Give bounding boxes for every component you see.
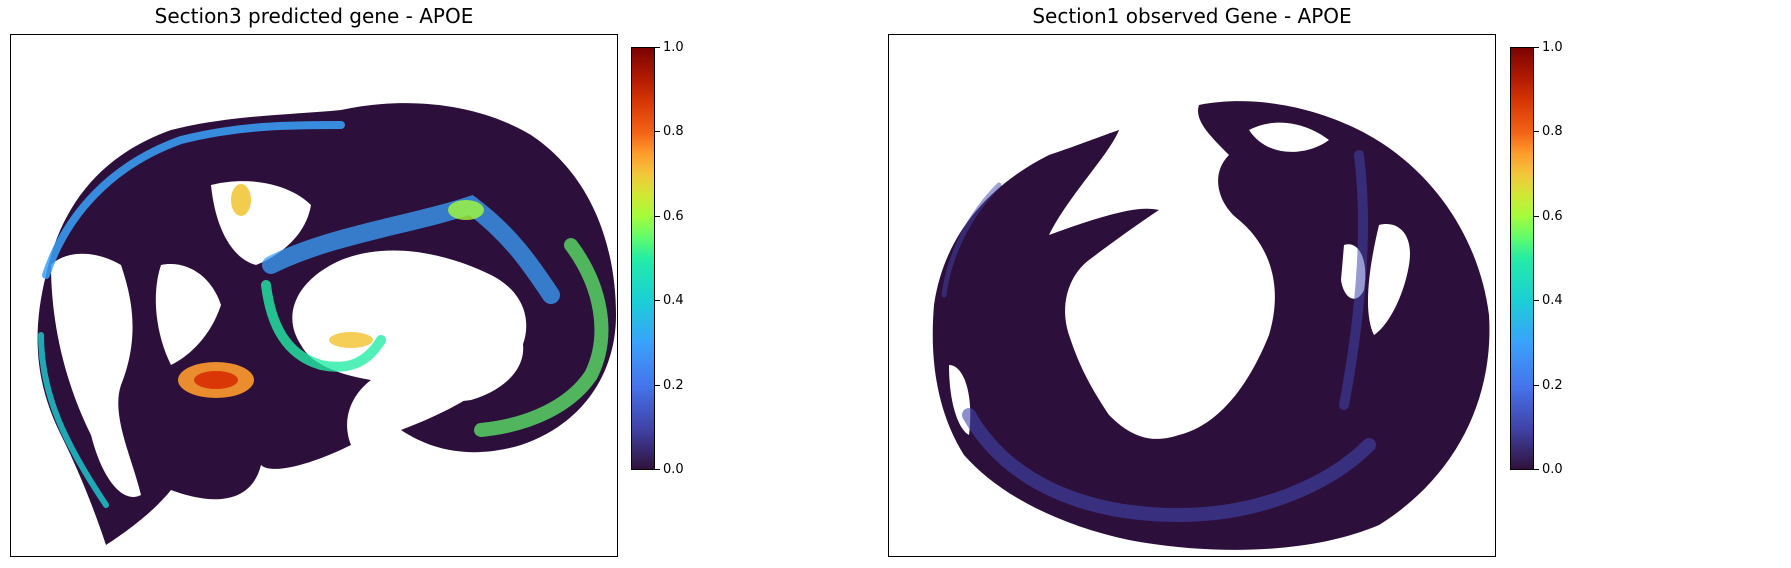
left-gap-1: [51, 253, 141, 497]
left-expr-band-right: [474, 238, 609, 437]
left-cbar-tick-2: 0.4: [663, 293, 684, 308]
left-expr-band-arm: [261, 280, 386, 372]
left-gap-4: [411, 335, 524, 402]
left-gap-3: [155, 264, 221, 365]
left-cbar-tick-3: 0.6: [663, 209, 684, 224]
left-hotspot-lower-core: [194, 371, 238, 389]
left-hotspot-mid: [448, 200, 484, 220]
right-cbar-tick-4: 0.8: [1542, 124, 1563, 139]
right-gap-right-1: [1367, 224, 1410, 335]
right-gap-top: [1249, 122, 1329, 152]
left-cbar-tick-4: 0.8: [663, 124, 684, 139]
left-cbar-tick-0: 0.0: [663, 462, 684, 477]
right-cbar-tick-1: 0.2: [1542, 378, 1563, 393]
right-cbar-tick-0: 0.0: [1542, 462, 1563, 477]
right-cbar-tick-5: 1.0: [1542, 40, 1563, 55]
right-gap-center: [1075, 245, 1159, 410]
right-expr-band-edge: [941, 182, 1002, 298]
right-colorbar: [1510, 47, 1534, 470]
left-colorbar: [631, 47, 655, 470]
right-cbar-tick-2: 0.4: [1542, 293, 1563, 308]
left-expr-band-outer: [42, 121, 345, 279]
right-cbar-tick-3: 0.6: [1542, 209, 1563, 224]
right-expr-band-vertical: [1339, 150, 1368, 410]
left-cbar-tick-5: 1.0: [663, 40, 684, 55]
right-heatmap-panel: [888, 34, 1496, 557]
left-expr-band-outer-2: [38, 332, 109, 508]
right-tissue-body: [932, 101, 1490, 550]
right-chart-title: Section1 observed Gene - APOE: [1032, 4, 1352, 28]
left-chart-title: Section3 predicted gene - APOE: [154, 4, 474, 28]
right-tissue-map: [932, 101, 1490, 550]
left-hotspot-upper: [231, 184, 251, 216]
left-cbar-tick-1: 0.2: [663, 378, 684, 393]
left-hotspot-arm: [329, 332, 373, 348]
left-tissue-map: [37, 103, 616, 546]
right-expr-band-low: [962, 408, 1376, 523]
left-heatmap-panel: [10, 34, 618, 557]
